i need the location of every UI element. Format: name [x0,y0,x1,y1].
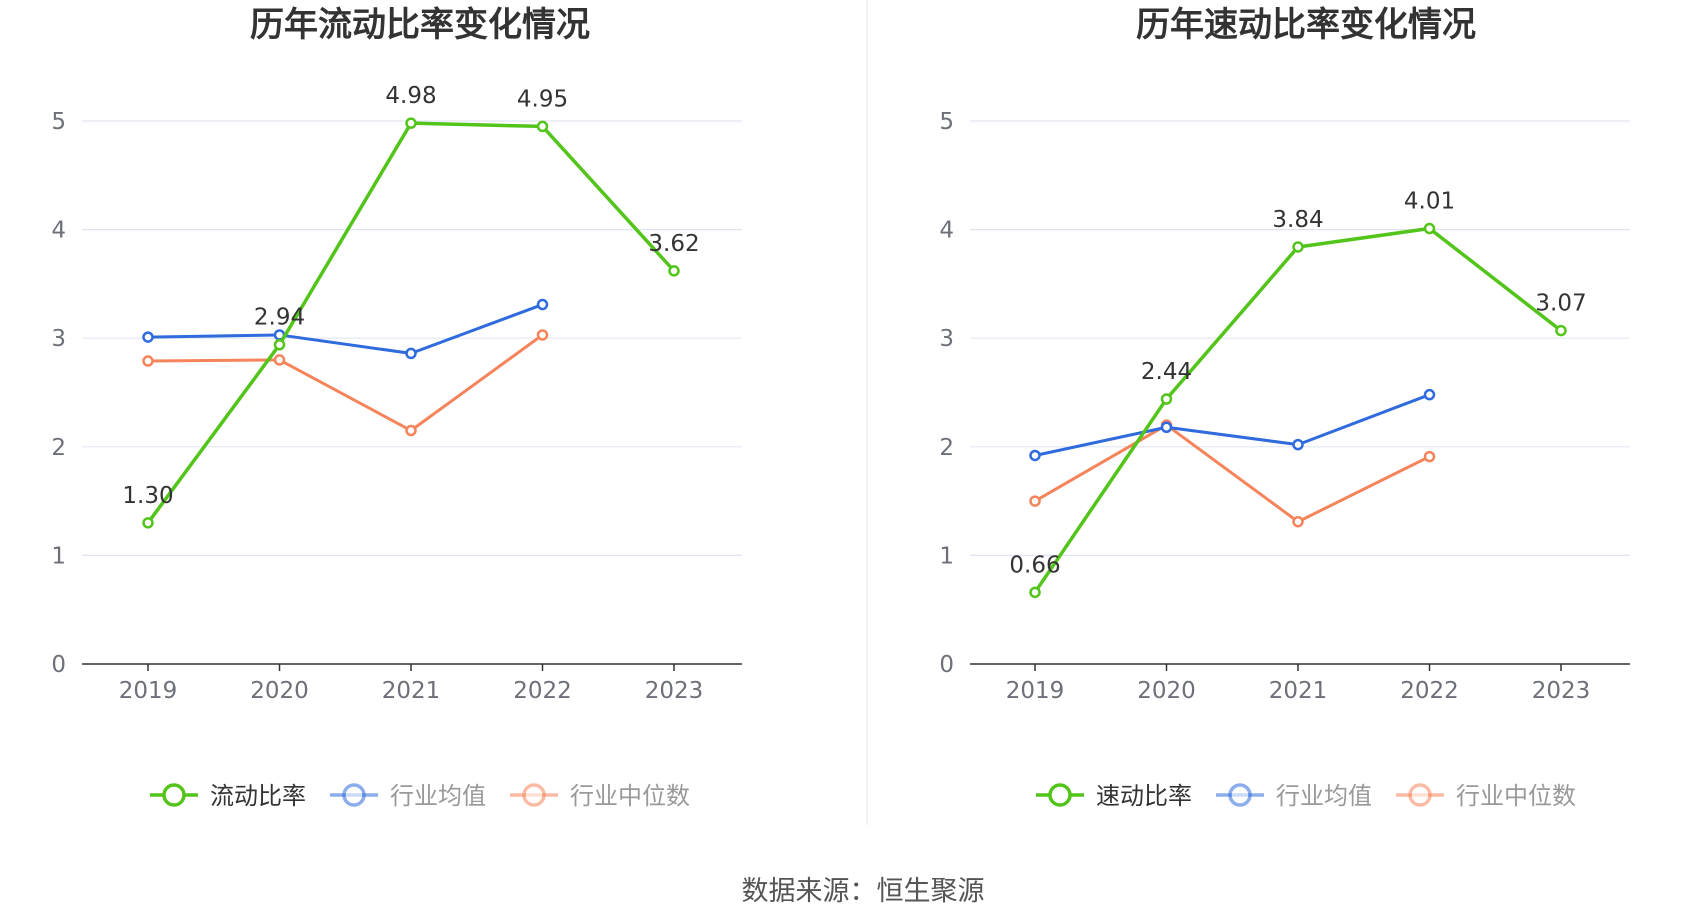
data-point[interactable] [1160,421,1173,434]
data-label: 3.62 [648,231,699,257]
grid [970,120,1630,557]
x-tick-label: 2020 [1137,678,1196,704]
data-point[interactable] [142,355,154,367]
x-tick-label: 2022 [513,678,572,704]
data-point[interactable] [405,117,417,129]
x-tick-label: 2019 [119,678,178,704]
data-label: 4.95 [517,86,568,112]
legend-marker [162,783,186,807]
y-tick-label: 2 [939,435,954,461]
legend-marker [342,783,366,807]
legend-label: 行业中位数 [1456,782,1576,810]
chart-panel-current-ratio: 历年流动比率变化情况 0 1 2 3 4 5 2019 2020 2021 2022 2023 1.… [51,5,742,810]
data-point[interactable] [1029,449,1041,462]
data-label: 4.01 [1404,189,1455,215]
data-point[interactable] [1292,515,1304,528]
data-label: 4.98 [385,83,436,109]
data-point[interactable] [1029,495,1041,507]
data-point[interactable] [1423,450,1436,463]
legend: 流动比率 行业均值 行业中位数 [150,782,690,810]
data-label: 1.30 [122,483,173,509]
legend-item[interactable]: 流动比率 [150,782,306,810]
data-label: 0.66 [1009,552,1060,578]
y-tick-label: 0 [51,652,66,678]
series-line-行业中位数 [1034,423,1431,524]
data-point[interactable] [142,517,154,529]
y-tick-label: 5 [51,109,66,135]
data-point[interactable] [1555,324,1567,337]
data-point[interactable] [1029,586,1041,599]
legend-label: 行业中位数 [570,782,690,810]
series-line-流动比率 [146,121,676,524]
series [142,117,680,529]
legend-marker [1228,783,1252,807]
data-point[interactable] [405,424,417,437]
data-point[interactable] [142,331,154,343]
x-tick-label: 2023 [645,678,704,704]
legend-label: 速动比率 [1096,782,1192,810]
legend-label: 行业均值 [390,782,486,810]
x-tick-label: 2020 [250,678,309,704]
data-point[interactable] [405,347,417,360]
legend-item[interactable]: 速动比率 [1036,782,1192,810]
data-point[interactable] [1423,222,1436,235]
legend: 速动比率 行业均值 行业中位数 [1036,782,1576,810]
data-label: 2.44 [1141,359,1192,385]
chart-panel-quick-ratio: 历年速动比率变化情况 0 1 2 3 4 5 2019 2020 2021 2022 2023 0.… [939,5,1630,810]
data-point[interactable] [1423,388,1436,401]
x-tick-label: 2019 [1006,678,1065,704]
y-tick-label: 4 [939,218,954,244]
data-point[interactable] [536,329,549,341]
data-point[interactable] [1292,241,1304,253]
series-line-行业均值 [147,303,544,355]
y-tick-label: 1 [51,543,66,569]
chart-title: 历年流动比率变化情况 [250,5,590,45]
x-tick-label: 2023 [1532,678,1591,704]
series-line-行业中位数 [147,333,544,433]
data-point[interactable] [273,354,286,366]
data-label: 3.84 [1272,207,1323,233]
axes: 0 1 2 3 4 5 2019 2020 2021 2022 2023 [939,109,1630,704]
data-label: 2.94 [254,305,305,331]
legend-marker [1048,783,1072,807]
series [1029,222,1567,599]
x-tick-label: 2021 [1269,678,1328,704]
data-point[interactable] [273,338,286,351]
series-line-行业均值 [1034,393,1431,457]
data-point[interactable] [536,120,549,133]
legend-item[interactable]: 行业均值 [1216,782,1372,810]
series-line-速动比率 [1033,226,1563,594]
grid [82,120,742,557]
y-tick-label: 1 [939,543,954,569]
y-tick-label: 3 [51,326,66,352]
legend-label: 流动比率 [210,782,306,810]
data-source-footer: 数据来源：恒生聚源 [742,876,985,907]
legend-label: 行业均值 [1276,782,1372,810]
legend-item[interactable]: 行业中位数 [510,782,690,810]
chart-title: 历年速动比率变化情况 [1136,5,1476,45]
y-tick-label: 3 [939,326,954,352]
data-labels: 0.66 2.44 3.84 4.01 3.07 [1009,189,1586,579]
x-tick-label: 2021 [382,678,441,704]
y-tick-label: 0 [939,652,954,678]
data-point[interactable] [1292,438,1304,451]
data-label: 3.07 [1535,291,1586,317]
legend-item[interactable]: 行业中位数 [1396,782,1576,810]
data-point[interactable] [1160,393,1173,405]
legend-item[interactable]: 行业均值 [330,782,486,810]
y-tick-label: 2 [51,435,66,461]
legend-marker [1408,783,1432,807]
y-tick-label: 4 [51,218,66,244]
axes: 0 1 2 3 4 5 2019 2020 2021 2022 2023 [51,109,742,704]
data-point[interactable] [536,298,549,311]
x-tick-label: 2022 [1400,678,1459,704]
y-tick-label: 5 [939,109,954,135]
data-point[interactable] [668,265,680,277]
legend-marker [522,783,546,807]
data-labels: 1.30 2.94 4.98 4.95 3.62 [122,83,699,509]
